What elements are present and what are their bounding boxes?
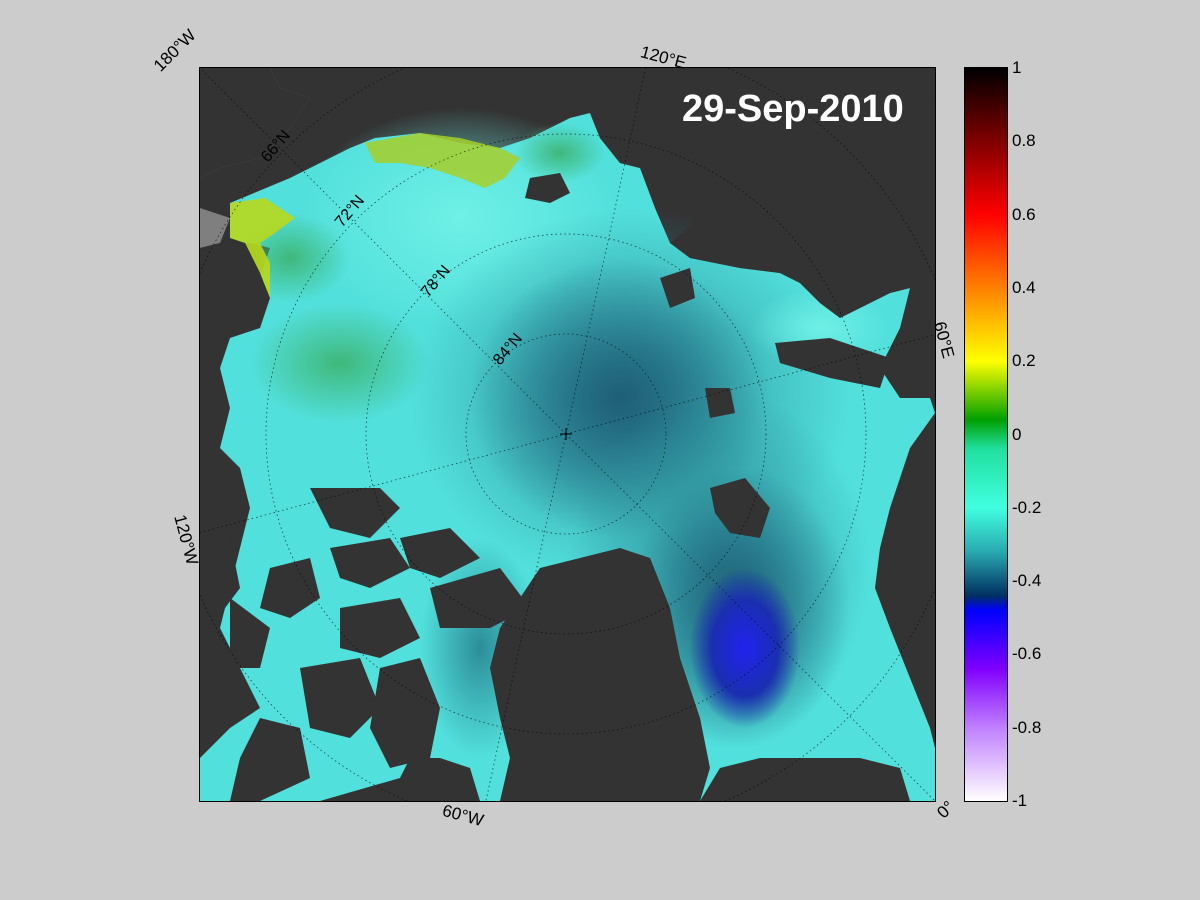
sea-ice-thickness-map: 66°N 72°N 78°N 84°N <box>199 67 936 802</box>
colorbar-gradient <box>965 68 1007 801</box>
colorbar-tick-label: 0 <box>1012 424 1022 444</box>
colorbar-tick-label: 1 <box>1012 58 1022 77</box>
colorbar-tick-label: 0.4 <box>1012 277 1036 297</box>
eurasian-islands <box>525 173 890 538</box>
canadian-archipelago <box>200 488 530 801</box>
colorbar-tick-label: -0.4 <box>1012 571 1042 591</box>
high-anomaly-band <box>365 133 520 188</box>
colorbar-tick-label: -0.8 <box>1012 717 1042 737</box>
date-label: 29-Sep-2010 <box>682 88 904 130</box>
colorbar-tick-label: 0.8 <box>1012 131 1036 151</box>
eurasia-land <box>670 148 935 348</box>
high-anomaly-band <box>230 198 295 298</box>
colorbar-tick-label: -0.6 <box>1012 644 1042 664</box>
greenland-land <box>490 548 710 801</box>
north-pole-marker <box>560 428 572 440</box>
lon-label-180w: 180°W <box>149 25 200 76</box>
anomaly-field <box>250 303 430 423</box>
colorbar-tick-label: -0.2 <box>1012 497 1042 517</box>
lon-label-0: 0° <box>933 797 959 823</box>
graticule <box>200 68 935 801</box>
lon-label-120w: 120°W <box>170 512 202 568</box>
eurasia-land <box>875 413 935 748</box>
eurasia-land <box>590 68 935 168</box>
colorbar-tick-label: 0.6 <box>1012 204 1036 224</box>
alaska-land <box>200 238 270 368</box>
anomaly-field <box>515 123 605 183</box>
colorbar <box>964 67 1008 802</box>
alaska-land <box>200 68 310 178</box>
colorbar-tick-label: 0.2 <box>1012 351 1036 371</box>
lon-label-60w: 60°W <box>440 800 486 831</box>
no-data-region <box>200 208 230 248</box>
anomaly-field <box>690 568 800 728</box>
colorbar-tick-label: -1 <box>1012 791 1028 810</box>
